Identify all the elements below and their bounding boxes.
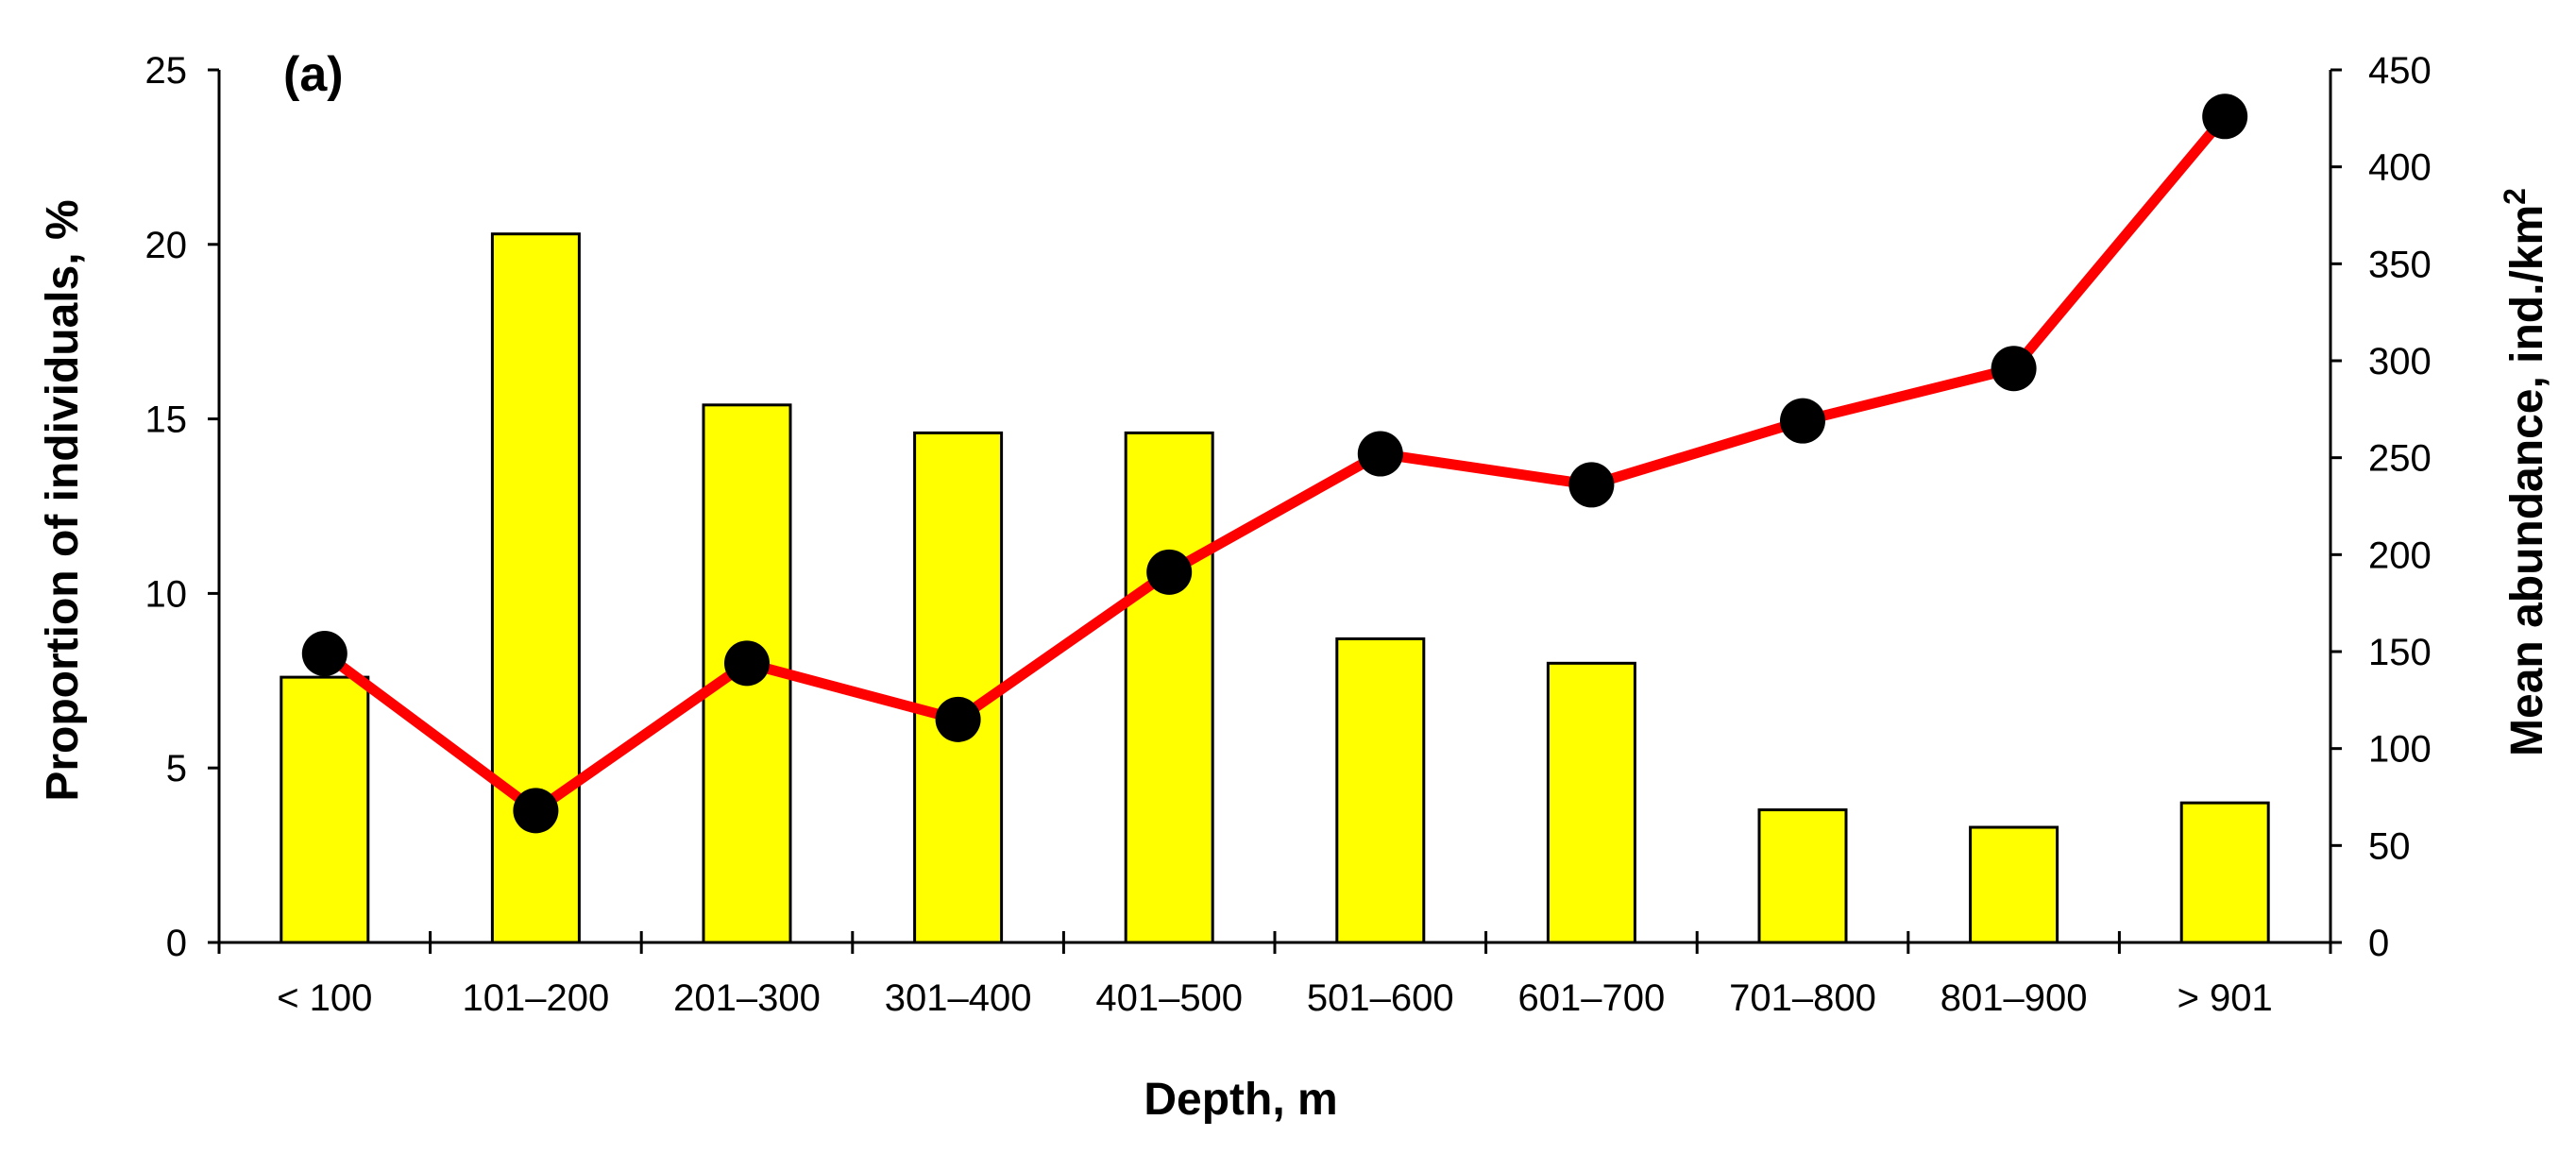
y-left-tick-label: 5 (166, 748, 187, 789)
line-point (513, 788, 559, 834)
line-point (935, 696, 981, 742)
y-axis-right-title: Mean abundance, ind./km2 (2498, 188, 2552, 756)
y-right-tick-label: 400 (2368, 147, 2432, 189)
bar (1335, 636, 1426, 944)
x-tick-label: 301–400 (885, 977, 1032, 1019)
bar (1969, 825, 2059, 944)
y-left-tick-label: 10 (145, 573, 188, 615)
y-left-tick-label: 15 (145, 399, 188, 441)
x-axis-title: Depth, m (1144, 1075, 1337, 1125)
bar (1546, 661, 1636, 944)
line-point (1780, 398, 1825, 444)
x-tick-label: 401–500 (1095, 977, 1243, 1019)
y-right-tick-label: 200 (2368, 535, 2432, 576)
bars-layer (280, 232, 2270, 944)
bar (280, 675, 370, 944)
x-tick-label: 801–900 (1940, 977, 2088, 1019)
x-tick-label: 601–700 (1518, 977, 1666, 1019)
y-axis-right-title-superscript: 2 (2498, 188, 2532, 205)
line-point (1146, 549, 1193, 595)
line-point (2202, 93, 2248, 140)
text-layer: (a) Depth, m Proportion of individuals, … (38, 47, 2552, 1125)
bar (913, 431, 1004, 944)
y-left-tick-label: 20 (145, 225, 188, 266)
line-point (724, 640, 770, 687)
panel-label: (a) (283, 47, 344, 102)
line-point (301, 631, 347, 677)
x-tick-label: < 100 (277, 977, 372, 1019)
bar (1757, 808, 1848, 944)
abundance-line (319, 110, 2230, 816)
bar (1124, 431, 1214, 944)
bar (2179, 801, 2270, 944)
y-left-tick-label: 25 (145, 50, 188, 92)
x-tick-label: 101–200 (463, 977, 610, 1019)
y-right-tick-label: 150 (2368, 632, 2432, 673)
x-tick-label: > 901 (2178, 977, 2273, 1019)
line-point (1568, 462, 1615, 508)
y-axis-right-title-main: Mean abundance, ind./km (2502, 205, 2552, 756)
line-point (1357, 431, 1403, 477)
y-axis-left-title: Proportion of individuals, % (38, 199, 88, 801)
x-tick-label: 701–800 (1729, 977, 1876, 1019)
y-right-tick-label: 300 (2368, 341, 2432, 382)
y-right-tick-label: 350 (2368, 244, 2432, 285)
y-right-tick-label: 0 (2368, 923, 2389, 964)
x-tick-label: 501–600 (1307, 977, 1454, 1019)
line-layer (301, 93, 2248, 834)
bar (490, 232, 581, 944)
line-point (1991, 346, 2037, 392)
y-right-tick-label: 50 (2368, 825, 2411, 867)
x-tick-label: 201–300 (673, 977, 821, 1019)
y-left-tick-label: 0 (166, 923, 187, 964)
y-right-tick-label: 100 (2368, 729, 2432, 771)
y-right-tick-label: 250 (2368, 438, 2432, 480)
y-right-tick-label: 450 (2368, 50, 2432, 92)
